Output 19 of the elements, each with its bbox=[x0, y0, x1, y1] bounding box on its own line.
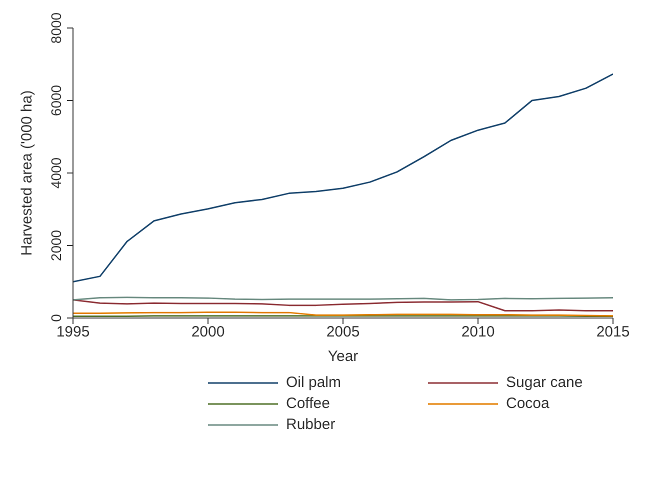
legend-label: Cocoa bbox=[506, 395, 550, 412]
line-series bbox=[73, 299, 613, 312]
line-series bbox=[73, 73, 613, 282]
x-axis-title: Year bbox=[328, 348, 358, 365]
x-tick-label: 2000 bbox=[191, 324, 225, 341]
legend-label: Sugar cane bbox=[506, 374, 583, 391]
y-tick-label: 4000 bbox=[48, 157, 64, 189]
legend-label: Oil palm bbox=[286, 374, 342, 391]
y-tick-label: 0 bbox=[48, 314, 64, 322]
x-tick-label: 2015 bbox=[596, 324, 630, 341]
legend-label: Coffee bbox=[286, 395, 330, 412]
legend-label: Rubber bbox=[286, 416, 336, 433]
x-tick-label: 1995 bbox=[56, 324, 90, 341]
y-tick-label: 6000 bbox=[48, 84, 64, 116]
y-tick-label: 8000 bbox=[48, 12, 64, 44]
x-tick-label: 2010 bbox=[461, 324, 495, 341]
y-axis-title: Harvested area ('000 ha) bbox=[18, 90, 36, 256]
x-tick-label: 2005 bbox=[326, 324, 360, 341]
y-tick-label: 2000 bbox=[48, 230, 64, 262]
